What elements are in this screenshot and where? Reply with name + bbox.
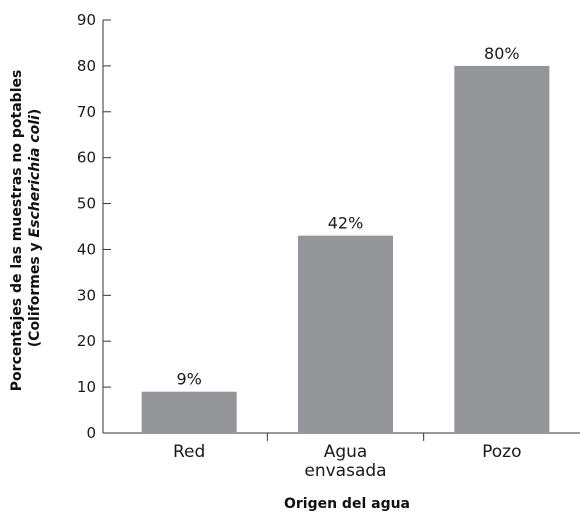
bars: [141, 65, 550, 433]
bar: [454, 65, 550, 433]
y-axis-title-line2-italic: Escherichia coli: [27, 115, 43, 237]
y-tick-label: 80: [77, 57, 96, 75]
data-label: 80%: [484, 44, 520, 63]
y-axis-title-line1: Porcentajes de las muestras no potables: [9, 70, 25, 392]
y-axis: 0 10 20 30 40 50 60 70 80 90: [77, 11, 111, 442]
data-label: 42%: [328, 214, 364, 233]
y-axis-title: Porcentajes de las muestras no potables …: [9, 65, 43, 391]
x-axis-title: Origen del agua: [284, 496, 410, 512]
data-labels: 9% 42% 80%: [176, 44, 519, 389]
y-tick-label: 50: [77, 195, 96, 213]
x-tick-label: Pozo: [482, 442, 521, 462]
x-tick-label: Agua: [324, 442, 368, 462]
y-axis-title-line2-prefix: (Coliformes y: [27, 237, 43, 347]
data-label: 9%: [176, 370, 201, 389]
x-tick-label: Red: [173, 442, 205, 462]
x-tick-label: envasada: [304, 461, 386, 481]
y-tick-label: 90: [77, 11, 96, 29]
y-axis-title-line2-suffix: ): [27, 109, 43, 115]
y-tick-label: 10: [77, 378, 96, 396]
bar: [141, 391, 237, 433]
y-tick-label: 40: [77, 240, 96, 258]
y-tick-label: 30: [77, 286, 96, 304]
bar: [298, 235, 393, 433]
y-tick-label: 20: [77, 332, 96, 350]
y-tick-label: 70: [77, 103, 96, 121]
y-tick-label: 0: [86, 424, 96, 442]
y-tick-label: 60: [77, 149, 96, 167]
